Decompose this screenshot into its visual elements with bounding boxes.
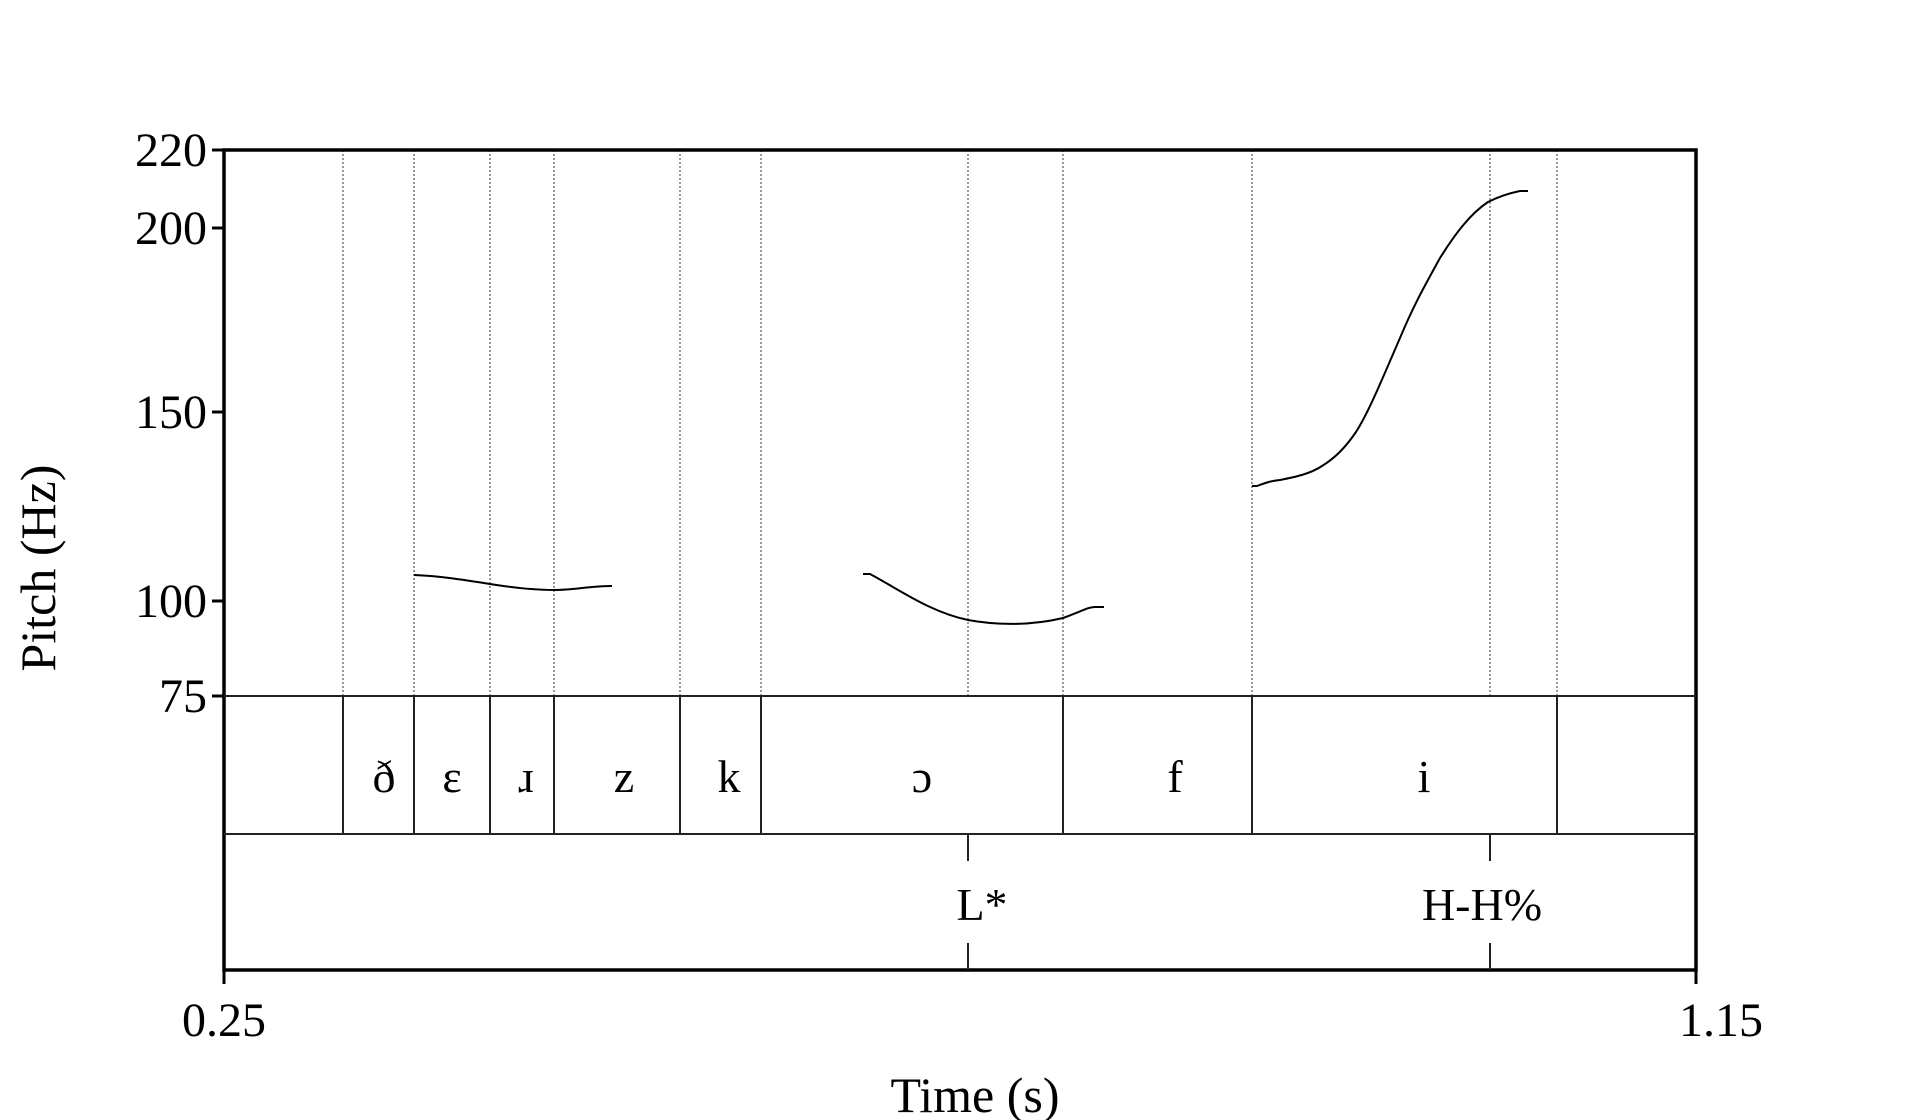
- y-axis-title: Pitch (Hz): [10, 465, 66, 672]
- pitch-contour-1: [413, 574, 613, 592]
- segment-label: ð: [373, 751, 396, 802]
- segment-label: ɔ: [912, 751, 932, 802]
- segment-label: k: [718, 751, 741, 802]
- segment-label: ɹ: [518, 751, 533, 802]
- pitch-contours: [413, 190, 1528, 625]
- segment-labels: ð ɛ ɹ z k ɔ f i: [373, 751, 1431, 802]
- x-min-label: 0.25: [182, 994, 266, 1047]
- y-tick-label: 200: [135, 202, 207, 255]
- tone-label-lstar: L*: [956, 879, 1007, 930]
- dotted-boundaries: [342, 150, 1558, 696]
- tone-markers: [967, 834, 1491, 970]
- y-ticks: [212, 148, 224, 698]
- tone-label-hhpercent: H-H%: [1422, 879, 1542, 930]
- tone-labels: L* H-H%: [956, 879, 1542, 930]
- pitch-contour-2: [863, 573, 1104, 625]
- plot-frame: [222, 148, 1698, 972]
- segment-label: ɛ: [442, 751, 461, 802]
- segment-boundaries: [342, 696, 1558, 834]
- y-tick-label: 220: [135, 124, 207, 177]
- segment-label: i: [1418, 751, 1431, 802]
- y-tick-label: 150: [135, 386, 207, 439]
- x-axis-title: Time (s): [890, 1067, 1059, 1120]
- x-ticks: [222, 970, 1698, 984]
- pitch-contour-3: [1252, 190, 1528, 487]
- y-tick-labels: 220 200 150 100 75: [135, 124, 207, 723]
- segment-label: f: [1167, 751, 1183, 802]
- y-tick-label: 75: [159, 670, 207, 723]
- segment-label: z: [614, 751, 634, 802]
- x-max-label: 1.15: [1679, 994, 1763, 1047]
- y-tick-label: 100: [135, 575, 207, 628]
